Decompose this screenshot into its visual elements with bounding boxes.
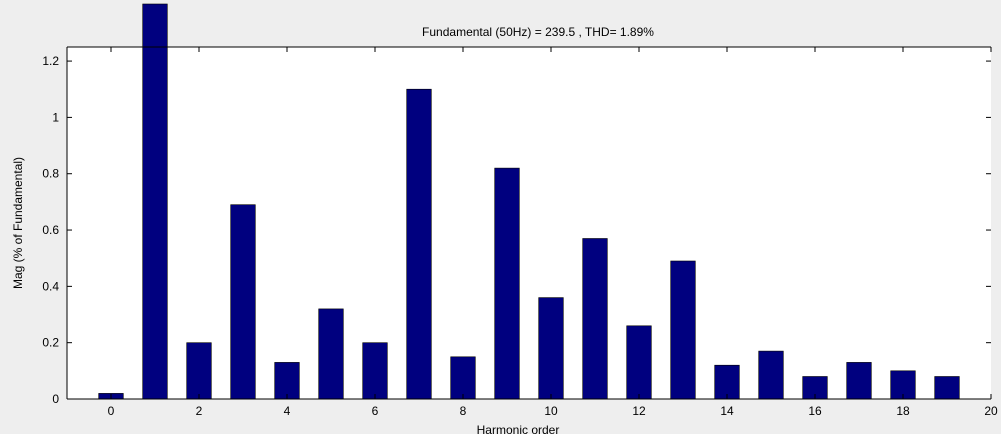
- bar-harmonic-15: [758, 350, 784, 400]
- x-tick-label: 20: [984, 404, 998, 418]
- y-ticks-group: 0 0.2 0.4 0.6 0.8 1 1.2: [42, 54, 991, 406]
- bar-harmonic-3: [230, 204, 256, 400]
- y-tick-label: 1: [52, 110, 59, 124]
- x-tick-label: 12: [632, 404, 646, 418]
- chart-title: Fundamental (50Hz) = 239.5 , THD= 1.89%: [422, 25, 654, 39]
- y-axis-title: Mag (% of Fundamental): [11, 157, 25, 289]
- bar-harmonic-17: [846, 362, 872, 400]
- bar-harmonic-6: [362, 342, 388, 400]
- x-tick-label: 2: [196, 404, 203, 418]
- axes-frame: [66, 46, 991, 400]
- y-tick-label: 0.6: [42, 223, 59, 237]
- bar-harmonic-14: [714, 364, 740, 400]
- plot-area: [67, 47, 991, 399]
- y-tick-label: 1.2: [42, 54, 59, 68]
- bar-harmonic-19: [934, 376, 960, 400]
- bar-harmonic-2: [186, 342, 212, 400]
- bar-harmonic-12: [626, 325, 652, 400]
- y-tick-label: 0.8: [42, 167, 59, 181]
- x-tick-label: 18: [896, 404, 910, 418]
- bar-harmonic-13: [670, 260, 696, 400]
- x-tick-label: 10: [544, 404, 558, 418]
- x-tick-label: 0: [108, 404, 115, 418]
- x-tick-label: 14: [720, 404, 734, 418]
- x-tick-label: 6: [372, 404, 379, 418]
- x-tick-label: 8: [460, 404, 467, 418]
- bar-harmonic-11: [582, 238, 608, 400]
- bar-harmonic-10: [538, 297, 564, 400]
- x-tick-label: 16: [808, 404, 822, 418]
- bar-harmonic-7: [406, 88, 432, 400]
- y-tick-label: 0.2: [42, 336, 59, 350]
- bar-harmonic-8: [450, 356, 476, 400]
- x-axis-title: Harmonic order: [477, 423, 560, 434]
- y-tick-label: 0: [52, 392, 59, 406]
- x-ticks-group: 0 2 4 6 8 10 12 14 16 18 20: [108, 47, 998, 418]
- bar-harmonic-9: [494, 167, 520, 400]
- y-tick-label: 0.4: [42, 279, 59, 293]
- bar-harmonic-5: [318, 308, 344, 400]
- x-tick-label: 4: [284, 404, 291, 418]
- bars-group: [98, 3, 960, 400]
- bar-harmonic-1: [142, 3, 168, 400]
- bar-harmonic-4: [274, 362, 300, 400]
